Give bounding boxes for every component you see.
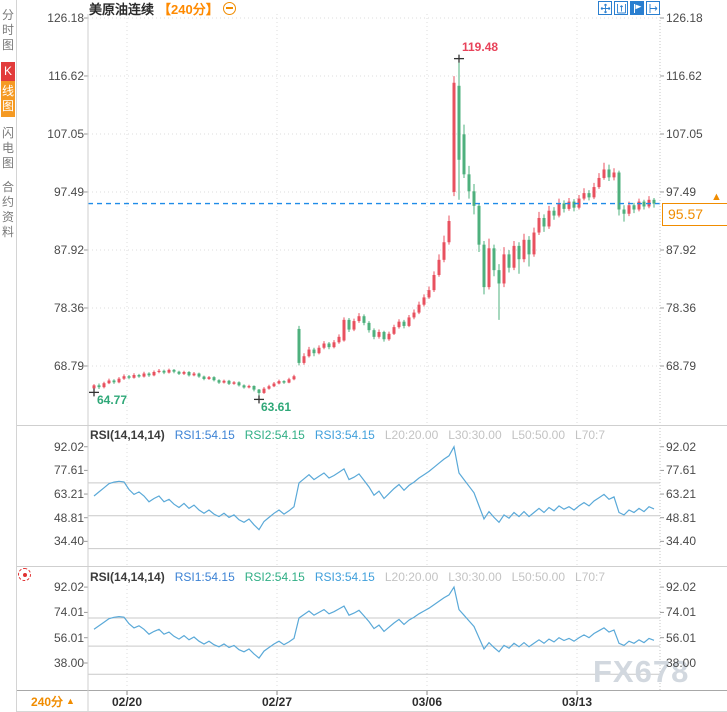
rsi-l20-level: L20:20.00 bbox=[384, 570, 439, 584]
sidebar-tab-label: 分时图 bbox=[1, 8, 14, 52]
dropdown-arrow-icon: ▲ bbox=[66, 696, 75, 706]
rsi2-value: RSI2:54.15 bbox=[244, 570, 305, 584]
price-axis-label: 107.05 bbox=[47, 127, 84, 141]
draw-tool-icon[interactable] bbox=[630, 1, 644, 15]
rsi-l50-level: L50:50.00 bbox=[511, 428, 566, 442]
price-axis-label: 68.79 bbox=[666, 359, 697, 373]
low-price-annotation: 64.77 bbox=[97, 393, 128, 407]
price-axis-label: 97.49 bbox=[53, 184, 84, 199]
sidebar-tab-label: 闪电图 bbox=[1, 126, 14, 170]
rsi-axis-label: 74.01 bbox=[53, 605, 84, 620]
date-axis-label: 03/06 bbox=[411, 695, 443, 709]
rsi-axis-label: 92.02 bbox=[53, 580, 84, 595]
rsi-l30-level: L30:30.00 bbox=[448, 570, 502, 584]
rsi-grid-layer bbox=[84, 446, 664, 675]
rsi-panel-2-header: RSI(14,14,14) RSI1:54.15 RSI2:54.15 RSI3… bbox=[90, 570, 605, 584]
rsi1-value: RSI1:54.15 bbox=[174, 570, 235, 584]
rsi-axis-label: 48.81 bbox=[53, 510, 84, 525]
high-price-annotation: 119.48 bbox=[462, 40, 499, 54]
price-axis-label: 97.49 bbox=[666, 184, 697, 199]
price-axis-label: 116.62 bbox=[48, 68, 84, 83]
price-axis-label: 116.62 bbox=[666, 68, 702, 83]
rsi-axis-label: 74.01 bbox=[666, 605, 697, 620]
rsi-axis-label: 56.01 bbox=[666, 630, 697, 645]
rsi-axis-label: 34.40 bbox=[666, 534, 697, 549]
rsi2-value: RSI2:54.15 bbox=[244, 428, 305, 442]
rsi-line-panel-2 bbox=[93, 585, 655, 659]
rsi-axis-label: 63.21 bbox=[53, 487, 84, 502]
candles-layer bbox=[92, 58, 656, 398]
rsi-axis-label: 56.01 bbox=[53, 630, 84, 645]
indicator-settings-icon[interactable] bbox=[18, 568, 31, 581]
exit-tool-icon[interactable] bbox=[646, 1, 660, 15]
date-axis-label: 03/13 bbox=[561, 695, 593, 709]
price-axis-label: 68.79 bbox=[53, 359, 84, 373]
rsi-axis-label: 63.21 bbox=[666, 487, 697, 502]
rsi-axis-label: 48.81 bbox=[666, 510, 697, 525]
sidebar-tab-label: 线图 bbox=[1, 81, 15, 117]
price-axis-label: 87.92 bbox=[666, 243, 697, 257]
rsi-axis-label: 34.40 bbox=[53, 534, 84, 549]
price-axis-label: 107.05 bbox=[666, 127, 703, 141]
rsi-axis-label: 92.02 bbox=[666, 439, 697, 454]
timeframe-badge: 【240分】 bbox=[158, 1, 219, 17]
low-price-annotation: 63.61 bbox=[261, 400, 292, 414]
watermark: FX678 bbox=[593, 654, 690, 689]
date-axis-label: 02/27 bbox=[261, 695, 293, 709]
rsi-l70-level: L70:7 bbox=[575, 428, 606, 442]
rsi-l50-level: L50:50.00 bbox=[511, 570, 566, 584]
timeframe-selector[interactable]: 240分 ▲ bbox=[18, 692, 88, 710]
pan-tool-icon[interactable] bbox=[598, 1, 612, 15]
axis-range-tool-icon[interactable] bbox=[614, 1, 628, 15]
sidebar-tab-label: 合约资料 bbox=[1, 180, 14, 239]
price-axis-label: 126.18 bbox=[47, 11, 84, 25]
sidebar-tab-contract-info[interactable]: 合约资料 bbox=[1, 180, 15, 240]
rsi-axis-label: 77.61 bbox=[666, 463, 697, 478]
chart-toolbar bbox=[598, 1, 660, 15]
rsi-panel-1-header: RSI(14,14,14) RSI1:54.15 RSI2:54.15 RSI3… bbox=[90, 428, 605, 442]
price-axis-label: 87.92 bbox=[53, 243, 84, 257]
rsi-indicator-title: RSI(14,14,14) bbox=[90, 570, 165, 584]
rsi-line-panel-1 bbox=[93, 445, 655, 531]
rsi-axis-label: 38.00 bbox=[666, 656, 697, 670]
rsi-l70-level: L70:7 bbox=[575, 570, 606, 584]
sidebar: 分时图 K 线图 闪电图 合约资料 bbox=[0, 0, 17, 712]
price-axis-label: 78.36 bbox=[666, 300, 697, 315]
price-axis-label: 78.36 bbox=[53, 300, 84, 315]
panel-borders bbox=[0, 14, 727, 712]
rsi-axis-label: 92.02 bbox=[53, 439, 84, 454]
collapse-indicator-icon[interactable] bbox=[222, 1, 236, 15]
price-up-arrow-icon: ▲ bbox=[711, 191, 722, 203]
chart-header: 美原油连续 【240分】 bbox=[89, 1, 236, 17]
sidebar-tab-kline-chart[interactable]: K 线图 bbox=[1, 62, 15, 117]
timeframe-label: 240分 bbox=[31, 694, 64, 709]
rsi-l30-level: L30:30.00 bbox=[448, 428, 502, 442]
sidebar-tab-time-chart[interactable]: 分时图 bbox=[1, 8, 15, 53]
rsi3-value: RSI3:54.15 bbox=[314, 428, 375, 442]
sidebar-tab-lightning-chart[interactable]: 闪电图 bbox=[1, 126, 15, 171]
last-price-tag: 95.57 bbox=[662, 203, 727, 226]
rsi3-value: RSI3:54.15 bbox=[314, 570, 375, 584]
rsi-indicator-title: RSI(14,14,14) bbox=[90, 428, 165, 442]
date-axis-label: 02/20 bbox=[111, 695, 143, 709]
grid-layer bbox=[84, 14, 664, 695]
rsi1-value: RSI1:54.15 bbox=[174, 428, 235, 442]
annotation-markers bbox=[89, 54, 464, 404]
rsi-axis-label: 38.00 bbox=[53, 656, 84, 670]
rsi-l20-level: L20:20.00 bbox=[384, 428, 439, 442]
price-axis-label: 126.18 bbox=[666, 11, 703, 25]
sidebar-tab-label: K bbox=[1, 62, 15, 81]
rsi-axis-label: 77.61 bbox=[53, 463, 84, 478]
symbol-title: 美原油连续 bbox=[89, 1, 155, 17]
rsi-axis-label: 92.02 bbox=[666, 580, 697, 595]
